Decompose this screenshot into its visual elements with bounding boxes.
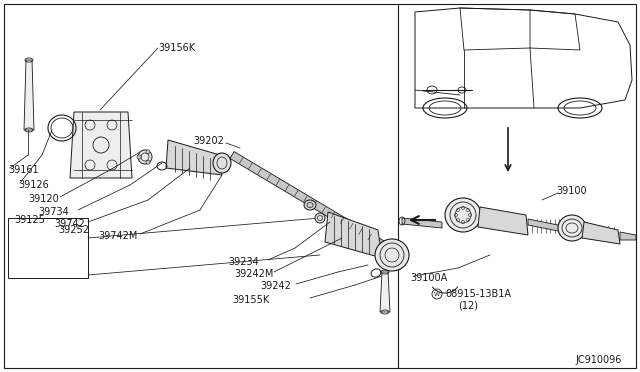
Text: 39155K: 39155K (232, 295, 269, 305)
Text: 39161: 39161 (8, 165, 38, 175)
Polygon shape (528, 219, 568, 233)
Ellipse shape (315, 213, 325, 223)
Text: 39202: 39202 (193, 136, 224, 146)
Text: 39742M: 39742M (98, 231, 138, 241)
Ellipse shape (137, 155, 141, 159)
Text: (12): (12) (458, 301, 478, 311)
Text: 39126: 39126 (18, 180, 49, 190)
Bar (8, 218, 88, 278)
Text: 39100: 39100 (556, 186, 587, 196)
Text: 39234: 39234 (228, 257, 259, 267)
Text: 39120: 39120 (28, 194, 59, 204)
Text: 08915-13B1A: 08915-13B1A (445, 289, 511, 299)
Text: 39242: 39242 (260, 281, 291, 291)
Polygon shape (166, 140, 222, 175)
Text: 39742: 39742 (54, 219, 85, 229)
Text: 39734: 39734 (38, 207, 68, 217)
Text: 39252: 39252 (58, 225, 89, 235)
Text: 39242M: 39242M (234, 269, 273, 279)
Polygon shape (230, 151, 390, 251)
Polygon shape (325, 212, 382, 258)
Polygon shape (380, 272, 390, 312)
Polygon shape (478, 207, 528, 235)
Polygon shape (402, 218, 442, 228)
Ellipse shape (138, 150, 152, 164)
Ellipse shape (375, 239, 409, 271)
Ellipse shape (304, 200, 316, 210)
Text: W: W (434, 292, 440, 296)
Polygon shape (620, 232, 636, 240)
Polygon shape (24, 60, 34, 130)
Text: 39125: 39125 (14, 215, 45, 225)
Ellipse shape (445, 198, 481, 232)
Ellipse shape (213, 153, 231, 173)
Text: 39156K: 39156K (158, 43, 195, 53)
Polygon shape (582, 222, 620, 244)
Ellipse shape (146, 160, 150, 164)
Text: 39100A: 39100A (410, 273, 447, 283)
Ellipse shape (558, 215, 586, 241)
Ellipse shape (146, 150, 150, 154)
Polygon shape (70, 112, 132, 178)
Text: JC910096: JC910096 (575, 355, 621, 365)
